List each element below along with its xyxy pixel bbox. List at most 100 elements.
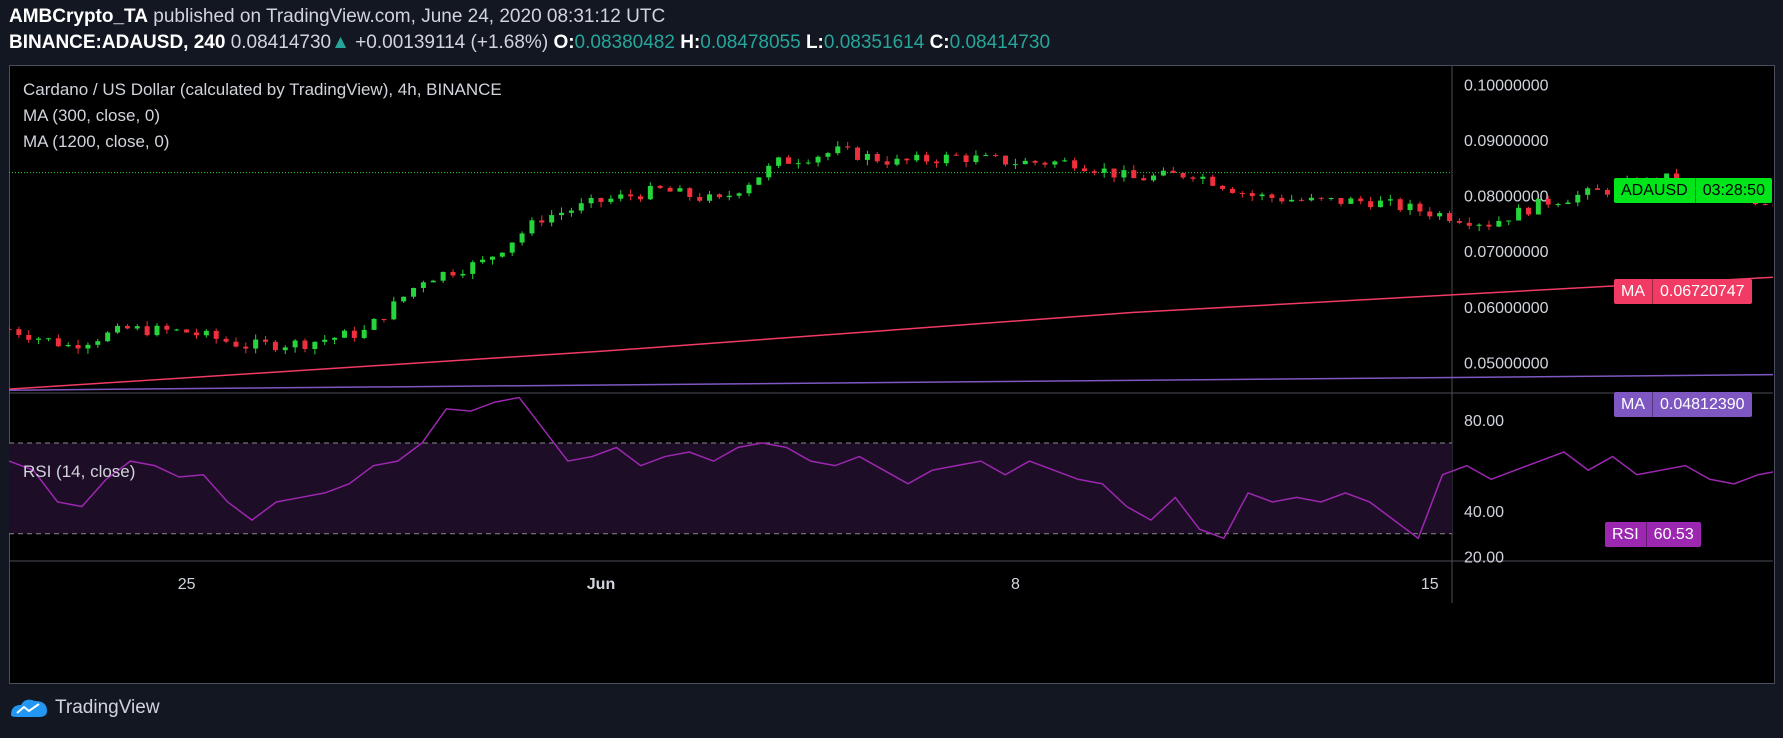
candle-body — [588, 197, 594, 204]
open-value: 0.08380482 — [574, 32, 675, 53]
candle-body — [1348, 198, 1354, 204]
candle-body — [953, 154, 959, 156]
candle-body — [825, 153, 831, 157]
rsi-tag-name: RSI — [1605, 522, 1647, 547]
candle-body — [687, 188, 693, 198]
price-tick-label: 0.06000000 — [1464, 300, 1549, 317]
candle-body — [1151, 175, 1157, 181]
candle-body — [529, 220, 535, 234]
close-label: C: — [929, 32, 950, 53]
candle-body — [1397, 199, 1403, 211]
candle-body — [243, 346, 249, 349]
candle-body — [1269, 194, 1275, 198]
low-label: L: — [805, 32, 824, 53]
candle-body — [193, 332, 199, 336]
ma300-legend: MA (300, close, 0) — [23, 106, 161, 125]
candle-body — [1308, 197, 1314, 201]
open-label: O: — [553, 32, 575, 53]
adausd-tag-countdown: 03:28:50 — [1702, 182, 1765, 199]
candle-body — [16, 329, 22, 335]
tradingview-logo-icon[interactable] — [9, 697, 49, 719]
candle-body — [1062, 160, 1068, 162]
candle-body — [36, 338, 42, 340]
candle-body — [115, 325, 121, 333]
candle-body — [1279, 197, 1285, 202]
candle-body — [1111, 168, 1117, 178]
time-tick-label: 25 — [178, 576, 196, 593]
candle-body — [1762, 204, 1768, 206]
candle-body — [697, 197, 703, 201]
price-tick-label: 0.09000000 — [1464, 133, 1549, 150]
candle-body — [914, 154, 920, 161]
price-tick-label: 0.08000000 — [1464, 189, 1549, 206]
candle-body — [1022, 160, 1028, 165]
candle-body — [1447, 213, 1453, 222]
candle-body — [1042, 162, 1048, 165]
candle-body — [233, 341, 239, 347]
candle-body — [95, 341, 101, 345]
tradingview-brand[interactable]: TradingView — [55, 697, 160, 718]
candle-body — [539, 220, 545, 223]
candle-body — [1368, 201, 1374, 208]
candle-body — [322, 339, 328, 342]
candle-body — [460, 273, 466, 276]
candle-body — [154, 325, 160, 336]
candle-body — [302, 340, 308, 349]
candle-body — [9, 329, 12, 331]
chart-canvas[interactable]: 0.10000000 0.09000000 0.08000000 0.07000000… — [9, 65, 1773, 683]
candle-body — [1565, 202, 1571, 205]
author-name[interactable]: AMBCrypto_TA — [9, 6, 148, 27]
candle-body — [1259, 194, 1265, 197]
candle-body — [1229, 188, 1235, 193]
candle-body — [371, 319, 377, 330]
candle-body — [1249, 193, 1255, 197]
candle-body — [845, 146, 851, 148]
candle-body — [450, 271, 456, 276]
candle-body — [1328, 198, 1334, 200]
candle-body — [144, 326, 150, 336]
candle-body — [420, 282, 426, 288]
candle-body — [440, 271, 446, 281]
candle-body — [282, 347, 288, 351]
candle-body — [1318, 197, 1324, 199]
candle-body — [1160, 170, 1166, 176]
candle-body — [184, 329, 190, 333]
candle-body — [470, 262, 476, 274]
candle-body — [726, 195, 732, 198]
candle-body — [341, 330, 347, 338]
candle-body — [105, 332, 111, 342]
candle-body — [381, 319, 387, 321]
candle-body — [1535, 198, 1541, 215]
candle-body — [1555, 204, 1561, 206]
candle-body — [134, 326, 140, 329]
candle-body — [1427, 211, 1433, 217]
candle-body — [1210, 176, 1216, 186]
candle-body — [85, 344, 91, 349]
candle-body — [411, 287, 417, 297]
rsi-tag-value: 60.53 — [1653, 526, 1694, 543]
candle-body — [1476, 224, 1482, 226]
candle-body — [1358, 198, 1364, 202]
candle-body — [677, 188, 683, 192]
candle-body — [1456, 221, 1462, 223]
candle-body — [1032, 160, 1038, 163]
candle-body — [213, 330, 219, 339]
ma300-tag-name: MA — [1614, 279, 1653, 304]
candle-body — [1091, 171, 1097, 173]
candle-body — [983, 155, 989, 157]
ma300-line — [9, 276, 1773, 390]
candle-body — [864, 153, 870, 160]
candle-body — [45, 338, 51, 340]
candle-body — [943, 154, 949, 164]
candle-body — [628, 194, 634, 197]
ma1200-legend: MA (1200, close, 0) — [23, 132, 170, 151]
candle-body — [805, 162, 811, 164]
candle-body — [1299, 199, 1305, 201]
ma300-price-tag: MA 0.06720747 — [1614, 279, 1752, 304]
candle-body — [1239, 192, 1245, 194]
symbol-label: BINANCE:ADAUSD, 240 — [9, 32, 226, 53]
adausd-tag-name: ADAUSD — [1614, 178, 1696, 203]
candle-body — [272, 341, 278, 351]
candle-body — [894, 158, 900, 165]
candle-body — [174, 329, 180, 331]
